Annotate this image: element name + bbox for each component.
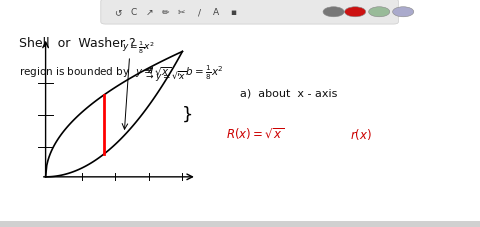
Text: a)  about  x - axis: a) about x - axis xyxy=(240,88,337,98)
Circle shape xyxy=(393,8,414,18)
Text: ▪: ▪ xyxy=(230,8,236,17)
Circle shape xyxy=(323,8,344,18)
Bar xyxy=(0,221,480,227)
Text: region is bounded by  $y=\sqrt{x}$  ,  $b=\frac{1}{8}x^2$: region is bounded by $y=\sqrt{x}$ , $b=\… xyxy=(19,64,224,82)
Circle shape xyxy=(369,8,390,18)
Text: A: A xyxy=(213,8,219,17)
Text: C: C xyxy=(130,8,137,17)
Text: ↺: ↺ xyxy=(114,8,121,17)
Text: $\rightarrow y=\sqrt{x}$: $\rightarrow y=\sqrt{x}$ xyxy=(144,69,187,83)
Text: $R(x) = \sqrt{x}$: $R(x) = \sqrt{x}$ xyxy=(226,126,284,142)
Text: }: } xyxy=(182,106,193,123)
Text: ↗: ↗ xyxy=(145,8,153,17)
Text: Shell  or  Washer ?: Shell or Washer ? xyxy=(19,37,136,50)
FancyBboxPatch shape xyxy=(101,0,398,25)
Text: ✂: ✂ xyxy=(178,8,185,17)
Text: ✏: ✏ xyxy=(162,8,169,17)
Text: /: / xyxy=(198,8,201,17)
Text: $y=\frac{1}{8}x^2$: $y=\frac{1}{8}x^2$ xyxy=(122,39,155,56)
Circle shape xyxy=(345,8,366,18)
Polygon shape xyxy=(46,52,182,177)
Text: $r(x)$: $r(x)$ xyxy=(350,126,372,141)
